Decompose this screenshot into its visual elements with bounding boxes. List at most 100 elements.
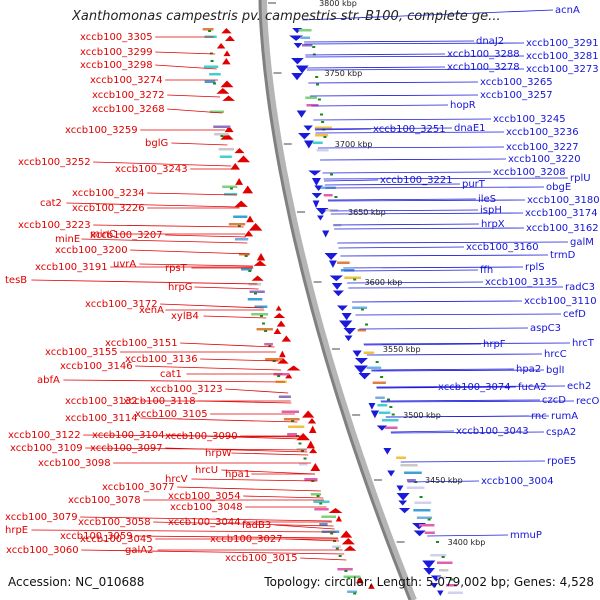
forward-gene-mark — [309, 448, 318, 454]
reverse-gene-mark — [311, 178, 321, 186]
gene-label-reverse: xccb100_3174 — [525, 208, 598, 219]
gene-label-forward: xccb100_3045 — [80, 534, 153, 545]
forward-gene-mark — [251, 275, 264, 281]
gc-skew-tick — [277, 375, 281, 377]
gene-label-forward: xccb100_3123 — [150, 384, 223, 395]
forward-gene-mark — [244, 230, 254, 237]
cog-feature-bar — [312, 141, 323, 144]
gc-skew-tick — [353, 278, 357, 281]
cog-feature-bar — [347, 590, 358, 593]
gene-label-reverse: hrpX — [481, 219, 505, 230]
cog-feature-bar — [214, 133, 229, 136]
gene-label-reverse: xccb100_3288 — [447, 49, 520, 60]
leader-line-reverse — [330, 209, 479, 212]
gene-label-forward: xccb100_3191 — [35, 262, 108, 273]
gene-label-reverse: rplS — [525, 262, 545, 273]
leader-line-reverse — [322, 171, 492, 174]
cog-feature-bar — [413, 509, 431, 512]
gene-label-forward: xccb100_3058 — [78, 517, 151, 528]
cog-feature-bar — [436, 561, 453, 564]
gene-label-reverse: xccb100_3160 — [466, 242, 539, 253]
leader-line-forward — [93, 161, 232, 167]
cog-feature-bar — [254, 305, 268, 308]
cog-feature-bar — [213, 125, 231, 128]
forward-gene-mark — [216, 88, 230, 94]
gene-label-reverse: xccb100_3257 — [480, 90, 553, 101]
forward-gene-mark — [223, 50, 231, 57]
reverse-gene-mark — [289, 35, 303, 41]
cog-feature-bar — [313, 500, 330, 503]
leader-line-reverse — [324, 183, 461, 186]
gc-skew-tick — [213, 82, 217, 85]
cog-feature-bar — [283, 418, 300, 421]
gene-label-reverse: acnA — [555, 5, 580, 16]
gc-skew-tick — [253, 292, 257, 295]
gc-skew-tick — [229, 187, 233, 190]
reverse-gene-mark — [423, 568, 436, 575]
kbp-tick-label: 3500 kbp — [403, 411, 441, 420]
reverse-gene-mark — [422, 560, 436, 569]
gc-skew-tick — [389, 406, 393, 408]
leader-line-reverse — [323, 177, 569, 180]
gene-label-reverse: xccb100_3004 — [481, 476, 554, 487]
leader-line-reverse — [338, 246, 465, 249]
label-leader-lines — [31, 9, 575, 561]
gene-label-reverse: cspA2 — [546, 427, 576, 438]
forward-gene-mark — [230, 163, 241, 170]
gene-label-forward: bglG — [145, 138, 168, 149]
gene-label-reverse: ileS — [478, 194, 496, 205]
forward-gene-mark — [216, 43, 226, 49]
kbp-tick-label: 3650 kbp — [348, 208, 386, 217]
gene-label-reverse: xccb100_3208 — [493, 167, 566, 178]
leader-line-reverse — [304, 42, 525, 45]
leader-line-reverse — [390, 430, 455, 433]
gene-label-reverse: cefD — [563, 309, 586, 320]
leader-line-reverse — [313, 118, 492, 121]
cog-feature-bar — [363, 351, 375, 354]
gene-label-forward: xccb100_3105 — [135, 409, 208, 420]
cog-feature-bar — [343, 575, 361, 578]
forward-strand-labels: xccb100_3305 xccb100_3299 xccb100_3298xccb… — [5, 32, 298, 564]
gene-label-reverse: hopR — [450, 100, 476, 111]
gene-label-forward: hrcU — [195, 465, 218, 476]
gc-skew-tick — [441, 556, 445, 558]
leader-line-forward — [203, 315, 267, 319]
gc-skew-tick — [248, 270, 252, 272]
leader-line-reverse — [427, 534, 509, 537]
leader-line-forward — [167, 94, 221, 98]
cog-feature-bar — [296, 448, 308, 451]
feature-tracks — [202, 0, 463, 600]
gene-label-reverse: xccb100_3220 — [508, 154, 581, 165]
reverse-gene-mark — [387, 470, 396, 477]
leader-line-forward — [140, 417, 298, 423]
gene-label-forward: xccb100_3104 — [92, 430, 165, 441]
leader-line-reverse — [315, 131, 505, 134]
cog-feature-bar — [240, 268, 253, 271]
cog-feature-bar — [372, 381, 386, 384]
gene-label-reverse: ech2 — [567, 381, 591, 392]
forward-gene-mark — [277, 358, 289, 364]
gene-label-forward: xccb100_3078 — [68, 495, 141, 506]
leader-line-reverse — [302, 9, 554, 21]
cog-feature-bar — [310, 493, 322, 496]
cog-feature-bar — [337, 261, 350, 264]
forward-gene-mark — [248, 223, 263, 231]
leader-line-reverse — [320, 158, 507, 161]
forward-gene-mark — [307, 418, 317, 424]
forward-gene-mark — [236, 155, 251, 163]
kbp-tick-label: 3600 kbp — [365, 278, 403, 287]
gene-label-forward: xccb100_3118 — [123, 396, 196, 407]
reverse-gene-mark — [308, 170, 322, 176]
gc-skew-tick — [320, 113, 324, 116]
cog-feature-bar — [288, 425, 305, 428]
gene-label-reverse: xccb100_3221 — [380, 175, 453, 186]
cog-feature-bar — [233, 215, 248, 218]
leader-line-forward — [81, 238, 248, 244]
cog-feature-bar — [396, 456, 406, 459]
kbp-scale-ticks: 3800 kbp 3750 kbp 3700 kbp 3650 kbp 3600 kbp… — [268, 0, 485, 547]
gc-skew-tick — [338, 555, 342, 557]
leader-line-reverse — [314, 128, 372, 131]
gene-label-reverse: hrcT — [572, 338, 595, 349]
gene-label-reverse: dnaE1 — [454, 123, 486, 134]
leader-line-reverse — [407, 480, 480, 483]
